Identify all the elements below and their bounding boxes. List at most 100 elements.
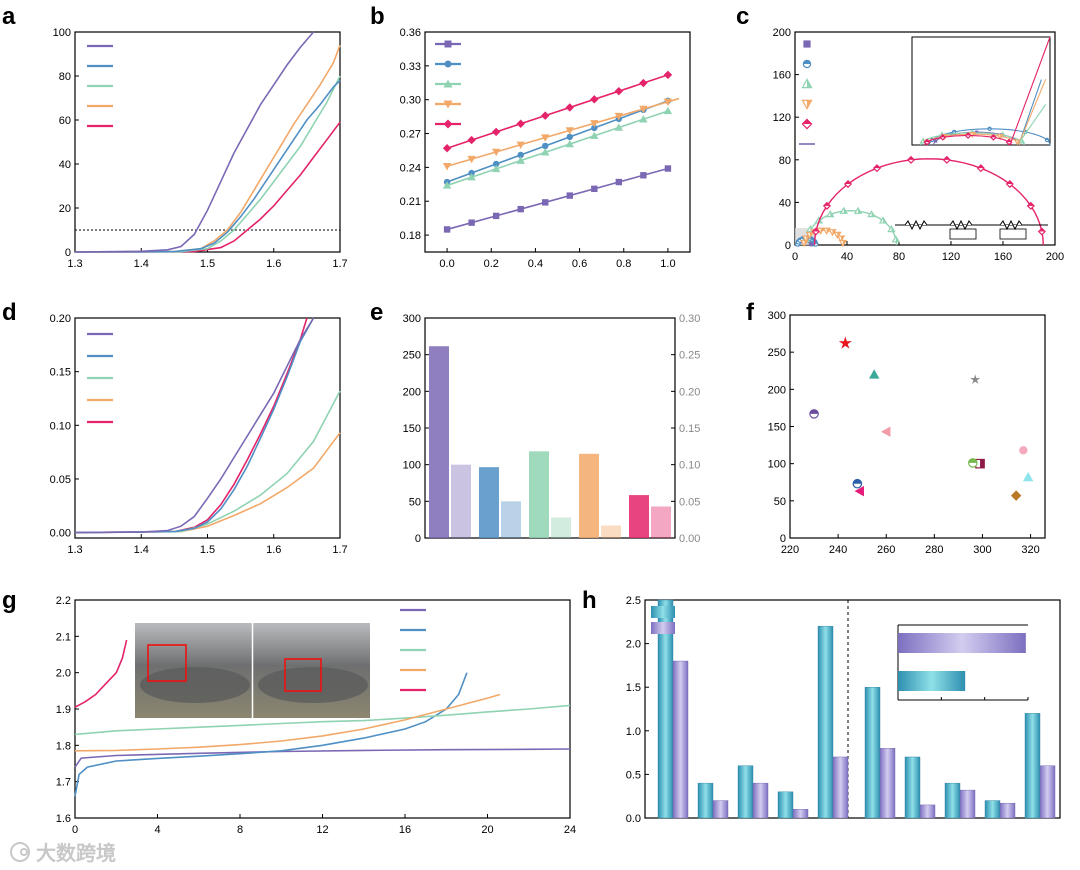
plot-frame [74, 317, 341, 539]
fit-line [446, 97, 680, 168]
x-tick-label: 1.4 [134, 544, 149, 556]
data-point [442, 163, 452, 171]
marker-fill [803, 60, 811, 64]
series-line-hea-ir-meo [74, 31, 315, 253]
marker-fill [924, 139, 930, 143]
legend-marker [801, 118, 813, 130]
inset-point [949, 133, 953, 137]
data-point [614, 112, 624, 121]
y-tick-label: 40 [59, 159, 71, 171]
nyquist-point [942, 155, 951, 164]
panel-label-c: c [736, 3, 749, 30]
bar-hea [904, 756, 921, 819]
stability-curve [74, 704, 571, 736]
legend-marker [801, 78, 813, 89]
data-point [541, 111, 550, 120]
y-tick-label: 200 [768, 384, 786, 396]
y-tick-label: 250 [768, 347, 786, 359]
inset-point [1044, 137, 1050, 143]
marker-fill [1021, 138, 1025, 143]
marker-fill [820, 228, 824, 234]
x-tick-label: 0.8 [616, 258, 631, 270]
watermark: 大数跨境 [36, 841, 116, 865]
data-point [591, 185, 598, 193]
beaker-icon [258, 667, 368, 703]
x-tick-label: 1.7 [332, 544, 347, 556]
data-point [565, 139, 574, 148]
y-tick-label: 0.5 [626, 769, 641, 781]
marker-fill [972, 132, 975, 137]
y-tick-label: 0.00 [50, 528, 71, 540]
inset-tail [1019, 104, 1047, 142]
y-tick-label: 0.05 [50, 474, 71, 486]
inset-point [923, 138, 931, 146]
cpe2-icon [999, 228, 1027, 240]
legend-marker [443, 100, 453, 109]
bar-hea [864, 687, 881, 819]
marker-fill [809, 409, 819, 414]
marker-fill [802, 119, 812, 124]
data-point [492, 212, 500, 220]
marker-fill [943, 156, 950, 160]
y-tick-label: 40 [779, 197, 791, 209]
reference-point [868, 369, 880, 379]
marker-fill [952, 130, 956, 132]
inset-point [934, 139, 938, 143]
inset-tail [1019, 78, 1047, 142]
reference-point [970, 374, 981, 384]
marker-fill [1038, 228, 1046, 232]
data-point [566, 133, 573, 141]
y-tick-label: 150 [403, 423, 421, 435]
reference-point [838, 336, 852, 349]
plot-frame [789, 314, 1046, 539]
data-point [442, 181, 452, 189]
bar-hea-ir-meo [792, 809, 809, 819]
x-tick-label: 1.6 [266, 258, 281, 270]
y-tick-label: 2.5 [626, 595, 641, 607]
beaker-icon [140, 667, 250, 703]
legend-marker [444, 40, 452, 48]
x-tick-label: 80 [893, 251, 905, 263]
reference-point [881, 426, 891, 437]
nyquist-point [887, 225, 896, 233]
marker-fill [883, 217, 887, 223]
nyquist-point [838, 239, 848, 248]
data-point [639, 78, 648, 88]
plot-frame [644, 599, 1061, 819]
data-point [565, 127, 574, 135]
x-tick-label: 0 [792, 251, 798, 263]
data-point [590, 120, 599, 128]
legend-marker [443, 119, 453, 129]
marker-fill [823, 202, 831, 206]
resistor-icon [904, 219, 928, 231]
y-tick-label: 80 [779, 155, 791, 167]
x-tick-label: 1.7 [332, 258, 347, 270]
y-tick-label: 0.10 [50, 420, 71, 432]
y-tick-label: 0.20 [50, 313, 71, 325]
bar-hea-ir-meo [959, 789, 976, 819]
y-tick-label: 300 [403, 313, 421, 325]
marker-fill [895, 236, 900, 242]
nyquist-point [1005, 179, 1014, 189]
marker-fill [807, 100, 812, 109]
mass-activity-bar [479, 467, 499, 538]
specific-activity-bar [651, 506, 671, 538]
panel-f: 220 240 260 280 300 320 0 50 100 150 200 250 300 [768, 310, 1046, 556]
inset-point [987, 126, 992, 132]
x-tick-label: 16 [399, 824, 411, 836]
y-tick-label: 0.30 [400, 95, 421, 107]
marker-fill [940, 134, 946, 138]
marker-fill [1006, 139, 1012, 143]
inset-tail [1019, 79, 1042, 142]
data-point [491, 164, 501, 173]
x-tick-label: 0.4 [528, 258, 543, 270]
marker-fill [1000, 134, 1003, 139]
reference-point [854, 485, 864, 497]
reference-point [968, 458, 978, 468]
data-point [491, 127, 501, 137]
data-point [468, 219, 475, 226]
y2-tick-label: 0.20 [679, 386, 700, 398]
legend-marker [443, 79, 453, 88]
data-point [492, 160, 500, 168]
marker-fill [806, 236, 810, 242]
